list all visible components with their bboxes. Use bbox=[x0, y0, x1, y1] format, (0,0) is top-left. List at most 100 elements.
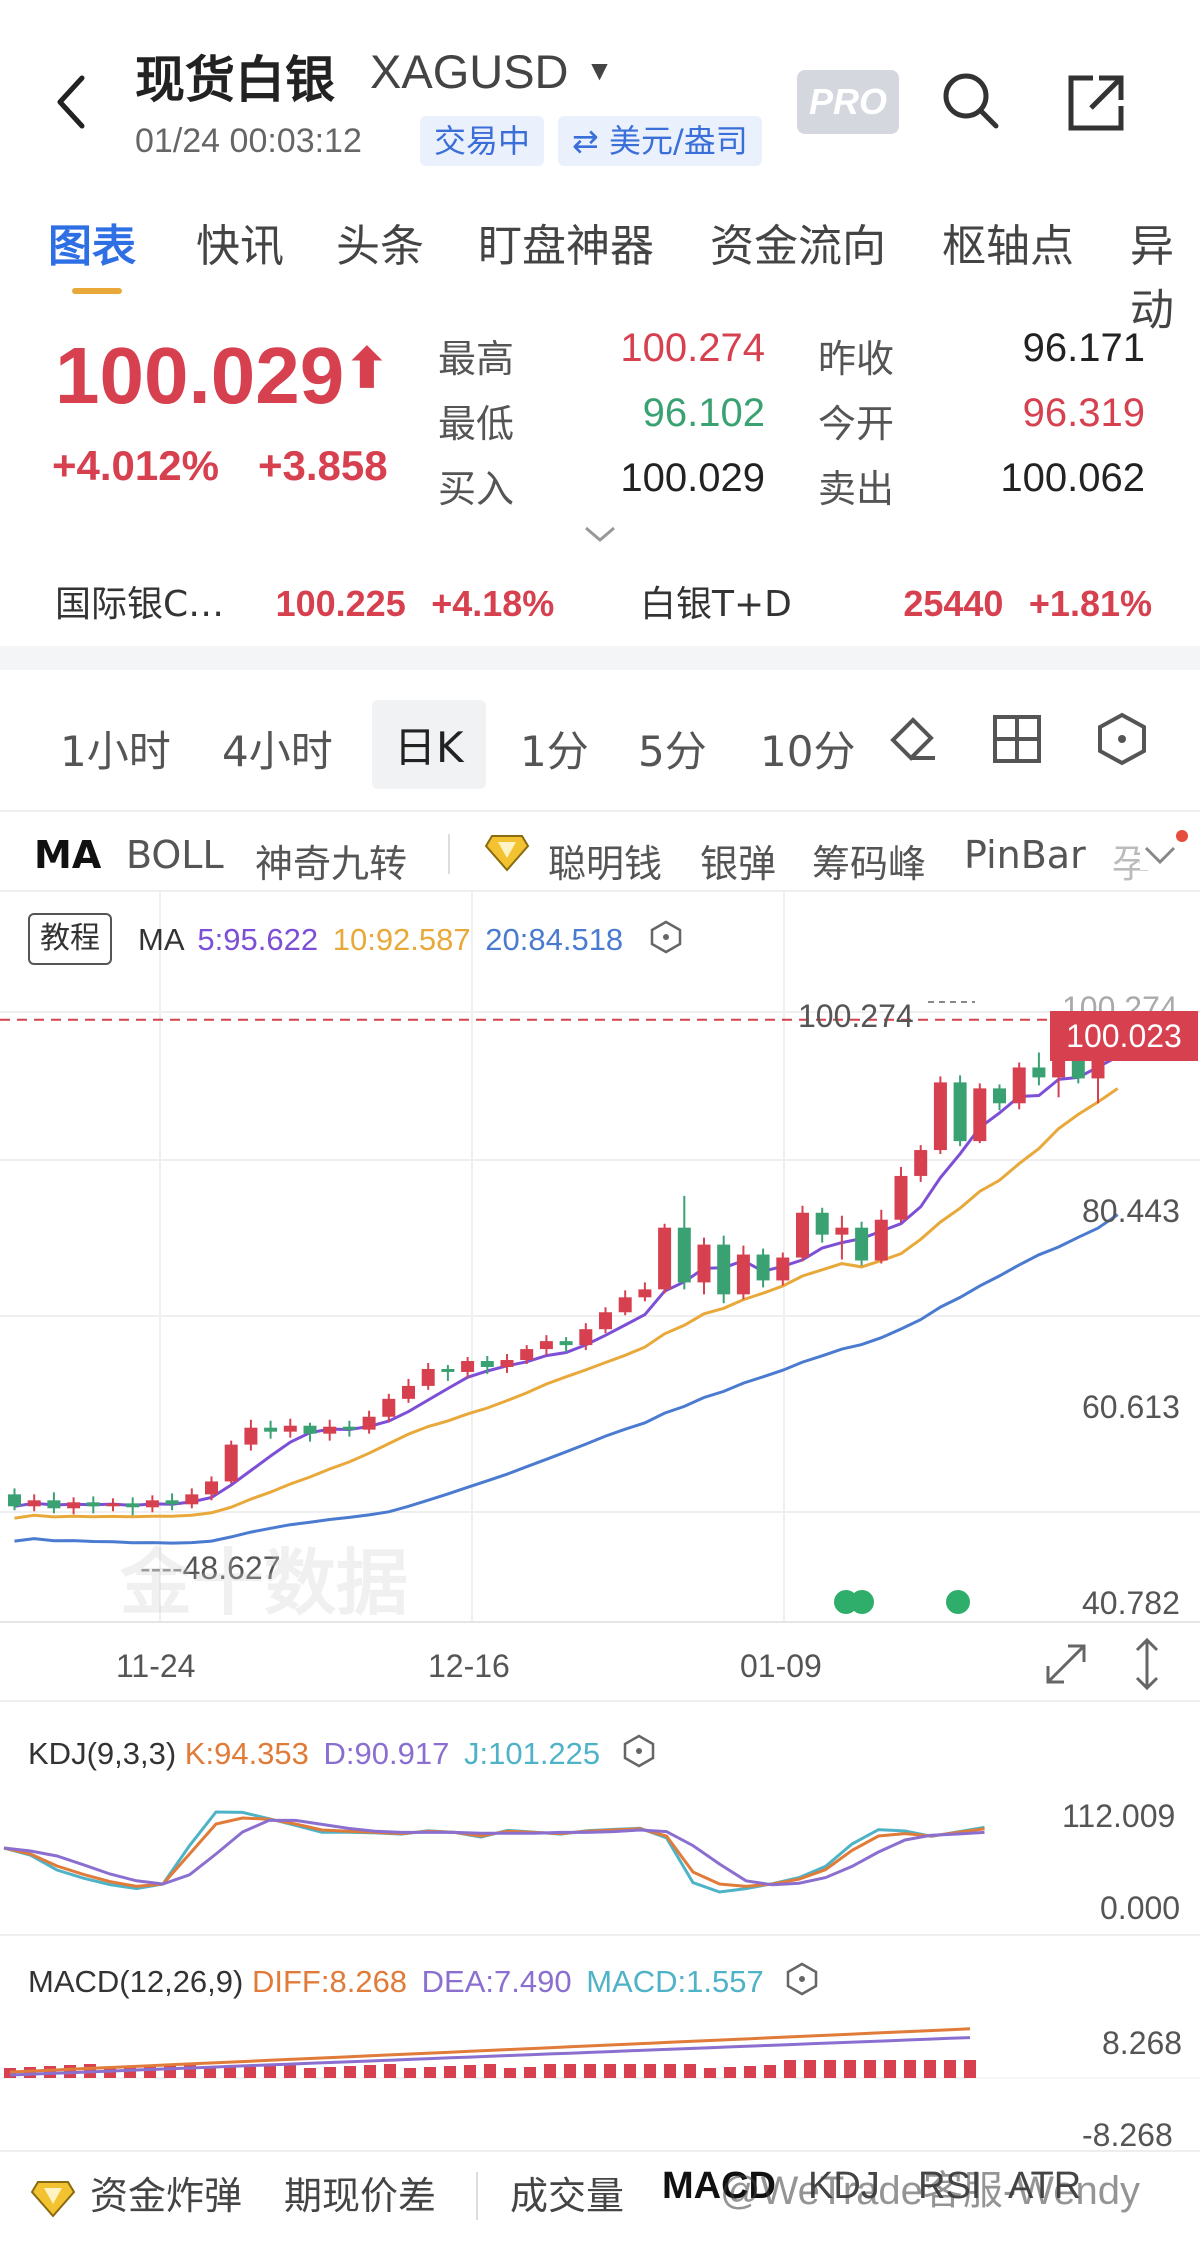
bottom-atr[interactable]: ATR bbox=[1008, 2165, 1082, 2207]
indicator-chip-peak[interactable]: 筹码峰 bbox=[812, 842, 927, 886]
macd-chart[interactable] bbox=[0, 2008, 1200, 2148]
ma-settings-icon[interactable] bbox=[650, 920, 682, 962]
search-icon[interactable] bbox=[940, 70, 1002, 132]
fullscreen-icon[interactable] bbox=[1042, 1640, 1090, 1688]
tab-flash-news[interactable]: 快讯 bbox=[196, 221, 284, 272]
diamond-icon bbox=[30, 2178, 76, 2220]
candle bbox=[126, 1497, 140, 1516]
candle-body bbox=[953, 1082, 967, 1142]
pro-badge[interactable]: PRO bbox=[797, 70, 899, 134]
bottom-rsi[interactable]: RSI bbox=[918, 2165, 982, 2207]
kdj-chart[interactable] bbox=[0, 1780, 1200, 1930]
candle-body bbox=[599, 1312, 612, 1330]
candle bbox=[480, 1356, 494, 1374]
low-marker-dash: ---- bbox=[140, 1550, 183, 1586]
related-name: 国际银C… bbox=[55, 584, 225, 625]
candle bbox=[145, 1495, 159, 1513]
indicator-pinbar[interactable]: PinBar bbox=[964, 833, 1086, 877]
indicator-smart-money[interactable]: 聪明钱 bbox=[548, 842, 663, 886]
last-price: 100.029⬆ bbox=[55, 331, 390, 420]
candle-body bbox=[224, 1444, 238, 1482]
candle bbox=[441, 1364, 455, 1381]
tab-fund-flow[interactable]: 资金流向 bbox=[710, 221, 886, 272]
ma10-line bbox=[14, 1087, 1119, 1520]
macd-bar bbox=[384, 2064, 396, 2078]
candle-body bbox=[894, 1175, 908, 1220]
period-1h[interactable]: 1小时 bbox=[60, 727, 171, 776]
ma-legend: MA 5:95.622 10:92.587 20:84.518 bbox=[138, 920, 682, 962]
candle-body bbox=[205, 1481, 218, 1495]
candle bbox=[27, 1494, 41, 1512]
candle bbox=[559, 1337, 573, 1353]
bottom-fund-bomb[interactable]: 资金炸弹 bbox=[90, 2174, 243, 2218]
candle-body bbox=[559, 1341, 573, 1346]
ma-title: MA bbox=[138, 922, 183, 957]
draw-tool-icon[interactable] bbox=[885, 712, 939, 766]
section-divider bbox=[0, 890, 1200, 892]
kdj-settings-icon[interactable] bbox=[623, 1734, 655, 1776]
macd-bar bbox=[524, 2067, 536, 2078]
indicator-td9[interactable]: 神奇九转 bbox=[255, 842, 408, 886]
macd-value: MACD:1.557 bbox=[586, 1964, 764, 1999]
candle bbox=[244, 1419, 258, 1451]
macd-bar bbox=[344, 2066, 356, 2078]
ytick-3: 60.613 bbox=[1082, 1389, 1180, 1425]
chevron-down-icon[interactable] bbox=[1140, 840, 1180, 870]
tab-headlines[interactable]: 头条 bbox=[336, 221, 424, 272]
bottom-volume[interactable]: 成交量 bbox=[510, 2174, 625, 2218]
candlestick-chart[interactable] bbox=[0, 892, 1200, 1632]
candle-body bbox=[244, 1427, 258, 1445]
candle-body bbox=[382, 1398, 396, 1417]
tab-pivot[interactable]: 枢轴点 bbox=[942, 221, 1074, 272]
indicator-silver-bullet[interactable]: 银弹 bbox=[700, 842, 777, 886]
candle bbox=[599, 1307, 612, 1334]
candle bbox=[47, 1492, 61, 1514]
bottom-basis[interactable]: 期现价差 bbox=[284, 2174, 437, 2218]
related-item-1[interactable]: 国际银C… 100.225 +4.18% bbox=[55, 575, 554, 627]
indicator-ma[interactable]: MA bbox=[34, 833, 102, 877]
candle-body bbox=[145, 1500, 159, 1508]
macd-bar bbox=[184, 2064, 196, 2078]
active-tab-indicator bbox=[72, 288, 122, 294]
change-value: +3.858 bbox=[258, 442, 388, 489]
vertical-resize-icon[interactable] bbox=[1130, 1636, 1164, 1692]
related-item-2[interactable]: 白银T+D 25440 +1.81% bbox=[640, 575, 1152, 627]
related-pct: +4.18% bbox=[431, 583, 555, 624]
macd-bar bbox=[964, 2060, 976, 2078]
period-4h[interactable]: 4小时 bbox=[222, 727, 333, 776]
candle-body bbox=[1052, 1060, 1066, 1078]
indicator-boll[interactable]: BOLL bbox=[126, 833, 224, 877]
period-10m[interactable]: 10分 bbox=[760, 727, 856, 776]
candle bbox=[382, 1393, 396, 1422]
tab-anomaly[interactable]: 异动 bbox=[1130, 221, 1174, 336]
macd-bar bbox=[564, 2064, 576, 2078]
macd-bar bbox=[684, 2064, 696, 2078]
candle-body bbox=[185, 1494, 199, 1505]
candle-body bbox=[283, 1425, 297, 1432]
bottom-kdj[interactable]: KDJ bbox=[808, 2165, 880, 2207]
tab-chart[interactable]: 图表 bbox=[48, 221, 136, 272]
macd-settings-icon[interactable] bbox=[786, 1962, 818, 2004]
unit-switch[interactable]: ⇄ 美元/盎司 bbox=[558, 116, 762, 166]
candle-body bbox=[27, 1500, 41, 1507]
back-icon[interactable] bbox=[52, 72, 92, 132]
candle-body bbox=[47, 1500, 61, 1509]
tab-watch-tool[interactable]: 盯盘神器 bbox=[478, 221, 654, 272]
period-5m[interactable]: 5分 bbox=[638, 727, 707, 776]
candle bbox=[973, 1083, 987, 1144]
candle bbox=[756, 1248, 770, 1288]
bottom-macd[interactable]: MACD bbox=[662, 2165, 776, 2207]
candle bbox=[658, 1223, 672, 1294]
caret-down-icon: ▼ bbox=[585, 55, 614, 86]
share-icon[interactable] bbox=[1065, 72, 1127, 134]
candle-body bbox=[67, 1502, 81, 1509]
layout-grid-icon[interactable] bbox=[992, 714, 1042, 764]
expand-chevron-icon[interactable] bbox=[580, 522, 620, 546]
settings-hex-icon[interactable] bbox=[1096, 712, 1148, 766]
tutorial-button[interactable]: 教程 bbox=[28, 913, 112, 965]
low-marker-value: 48.627 bbox=[182, 1550, 281, 1586]
period-daily[interactable]: 日K bbox=[372, 700, 486, 789]
instrument-code-selector[interactable]: XAGUSD ▼ bbox=[370, 44, 613, 99]
instrument-title: 现货白银 bbox=[135, 51, 335, 109]
period-1m[interactable]: 1分 bbox=[520, 727, 589, 776]
